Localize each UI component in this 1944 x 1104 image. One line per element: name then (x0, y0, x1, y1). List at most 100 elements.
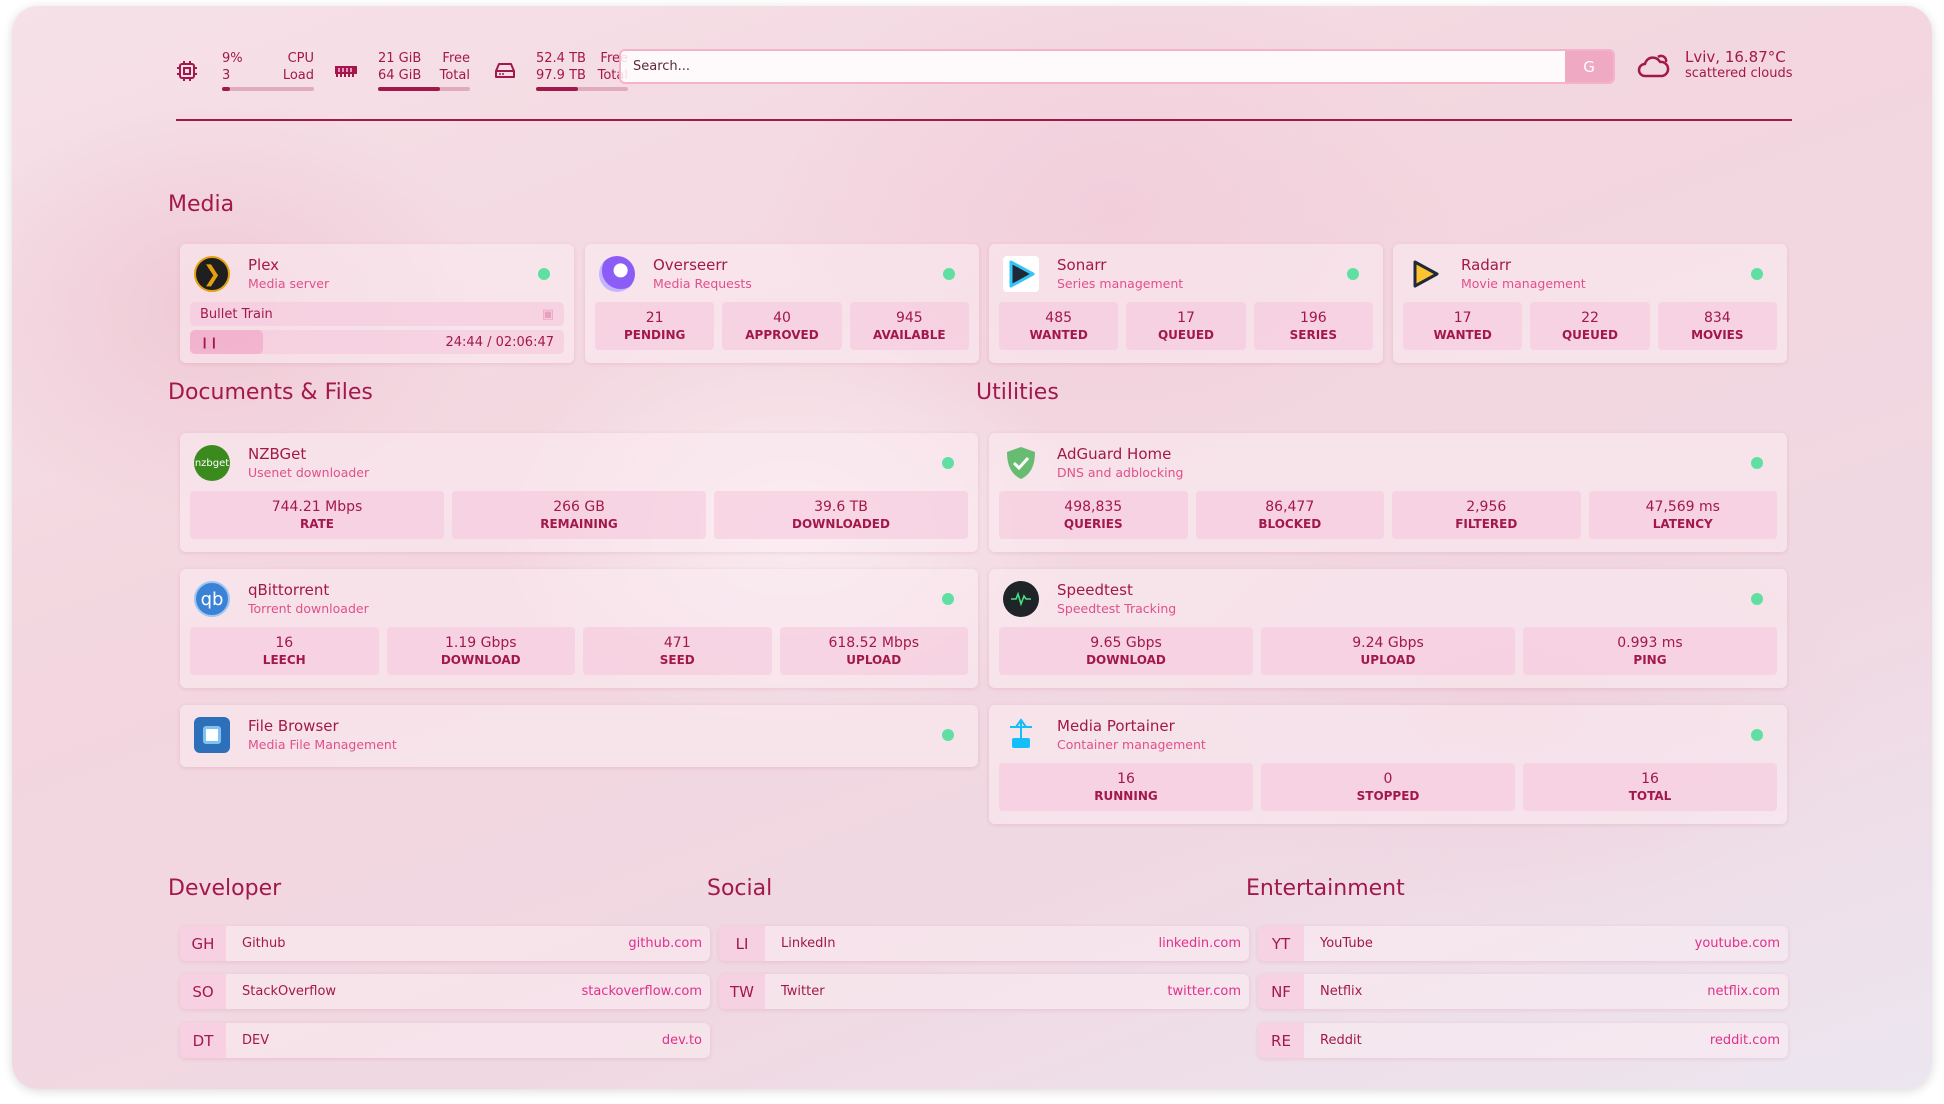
service-card-plex[interactable]: ❯ Plex Media server Bullet Train ▣ ❙❙ 24:4… (180, 244, 574, 363)
service-name[interactable]: Media Portainer (1057, 717, 1175, 735)
bookmark-name: DEV (242, 1033, 270, 1048)
stat-rate: 744.21 Mbps RATE (190, 491, 444, 539)
card-header: AdGuard Home DNS and adblocking (999, 443, 1777, 489)
search-input[interactable] (621, 51, 1565, 82)
adguard-icon (1003, 443, 1039, 481)
status-indicator (1751, 457, 1763, 469)
header-divider (176, 119, 1792, 121)
service-card-speedtest[interactable]: Speedtest Speedtest Tracking 9.65 Gbps DO… (989, 569, 1787, 688)
service-card-media-portainer[interactable]: Media Portainer Container management 16 R… (989, 705, 1787, 824)
stat-value: 39.6 TB (814, 499, 868, 515)
stat-label: DOWNLOADED (792, 517, 890, 531)
bookmark-linkedin[interactable]: LI LinkedIn linkedin.com (719, 926, 1249, 961)
service-description: Media Requests (653, 276, 752, 291)
stat-label: QUERIES (1063, 517, 1123, 531)
stat-label: LATENCY (1652, 517, 1713, 531)
stat-label: UPLOAD (1360, 653, 1416, 667)
search-bar: G (619, 49, 1615, 84)
radarr-icon (1407, 254, 1443, 292)
bookmark-youtube[interactable]: YT YouTube youtube.com (1258, 926, 1788, 961)
stats-row: 16 RUNNING 0 STOPPED 16 TOTAL (999, 763, 1777, 811)
service-description: Movie management (1461, 276, 1586, 291)
card-header: ❯ Plex Media server (190, 254, 564, 300)
cpu-load: 3 (222, 68, 231, 83)
weather-condition: scattered clouds (1685, 66, 1793, 81)
stat-downloaded: 39.6 TB DOWNLOADED (714, 491, 968, 539)
stat-value: 22 (1581, 310, 1599, 326)
disk-icon (495, 62, 515, 78)
status-indicator (538, 268, 550, 280)
service-description: Series management (1057, 276, 1184, 291)
nzbget-icon: nzbget (194, 443, 230, 481)
stat-stopped: 0 STOPPED (1261, 763, 1515, 811)
service-card-radarr[interactable]: Radarr Movie management 17 WANTED 22 QUEUED… (1393, 244, 1787, 363)
file-browser-icon (194, 715, 230, 753)
bookmark-url: github.com (628, 936, 702, 951)
stat-upload: 618.52 Mbps UPLOAD (779, 627, 968, 675)
status-indicator (1751, 593, 1763, 605)
service-name[interactable]: File Browser (248, 717, 339, 735)
stats-row: 744.21 Mbps RATE 266 GB REMAINING 39.6 TB DOW… (190, 491, 968, 539)
service-name[interactable]: Plex (248, 256, 280, 274)
stat-label: FILTERED (1455, 517, 1518, 531)
bookmark-twitter[interactable]: TW Twitter twitter.com (719, 974, 1249, 1009)
device-icon: ▣ (541, 306, 554, 322)
bookmark-name: Reddit (1320, 1033, 1362, 1048)
section-title-entertainment: Entertainment (1246, 876, 1405, 901)
stat-label: PENDING (623, 328, 686, 342)
service-description: Media File Management (248, 737, 397, 752)
bookmark-netflix[interactable]: NF Netflix netflix.com (1258, 974, 1788, 1009)
memory-widget: 21 GiB Free 64 GiB Total (378, 50, 470, 91)
stat-label: APPROVED (745, 328, 819, 342)
stat-running: 16 RUNNING (999, 763, 1253, 811)
service-name[interactable]: Speedtest (1057, 581, 1133, 599)
service-name[interactable]: Radarr (1461, 256, 1512, 274)
stats-row: 9.65 Gbps DOWNLOAD 9.24 Gbps UPLOAD 0.993 ms… (999, 627, 1777, 675)
bookmark-reddit[interactable]: RE Reddit reddit.com (1258, 1023, 1788, 1058)
status-indicator (1751, 268, 1763, 280)
bookmark-name: Github (242, 936, 286, 951)
card-header: qb qBittorrent Torrent downloader (190, 579, 968, 625)
bookmark-url: dev.to (661, 1033, 702, 1048)
service-name[interactable]: qBittorrent (248, 581, 330, 599)
stat-label: LEECH (262, 653, 306, 667)
stat-leech: 16 LEECH (190, 627, 379, 675)
stat-wanted: 485 WANTED (999, 302, 1119, 350)
stat-label: UPLOAD (846, 653, 902, 667)
service-name[interactable]: Sonarr (1057, 256, 1107, 274)
service-name[interactable]: NZBGet (248, 445, 307, 463)
cpu-widget: 9% CPU 3 Load (222, 50, 314, 91)
stat-remaining: 266 GB REMAINING (452, 491, 706, 539)
stat-label: QUEUED (1561, 328, 1619, 342)
stat-available: 945 AVAILABLE (849, 302, 969, 350)
service-card-qbittorrent[interactable]: qb qBittorrent Torrent downloader 16 LEEC… (180, 569, 978, 688)
card-header: Sonarr Series management (999, 254, 1373, 300)
bookmark-github[interactable]: GH Github github.com (180, 926, 710, 961)
card-header: Speedtest Speedtest Tracking (999, 579, 1777, 625)
qbittorrent-icon: qb (194, 579, 230, 617)
disk-total: 97.9 TB (536, 68, 586, 83)
stat-value: 834 (1703, 310, 1731, 326)
stat-seed: 471 SEED (583, 627, 772, 675)
service-card-file-browser[interactable]: File Browser Media File Management (180, 705, 978, 767)
stat-movies: 834 MOVIES (1657, 302, 1777, 350)
bookmark-stackoverflow[interactable]: SO StackOverflow stackoverflow.com (180, 974, 710, 1009)
service-card-nzbget[interactable]: nzbget NZBGet Usenet downloader 744.21 M… (180, 433, 978, 552)
stat-value: 40 (773, 310, 791, 326)
stat-label: QUEUED (1157, 328, 1215, 342)
cpu-label: CPU (287, 51, 314, 66)
portainer-icon (1003, 715, 1039, 753)
service-name[interactable]: Overseerr (653, 256, 728, 274)
disk-bar-fill (536, 87, 579, 91)
bookmark-name: Netflix (1320, 984, 1363, 999)
service-name[interactable]: AdGuard Home (1057, 445, 1172, 463)
bookmark-dev[interactable]: DT DEV dev.to (180, 1023, 710, 1058)
service-card-sonarr[interactable]: Sonarr Series management 485 WANTED 17 QUEU… (989, 244, 1383, 363)
service-card-overseerr[interactable]: Overseerr Media Requests 21 PENDING 40 APPR… (585, 244, 979, 363)
section-title-social: Social (707, 876, 773, 901)
pause-icon[interactable]: ❙❙ (200, 335, 219, 349)
memory-bar (378, 87, 470, 91)
search-engine-button[interactable]: G (1565, 51, 1613, 82)
service-card-adguard-home[interactable]: AdGuard Home DNS and adblocking 498,835 Q… (989, 433, 1787, 552)
bookmark-abbr: GH (180, 926, 226, 961)
